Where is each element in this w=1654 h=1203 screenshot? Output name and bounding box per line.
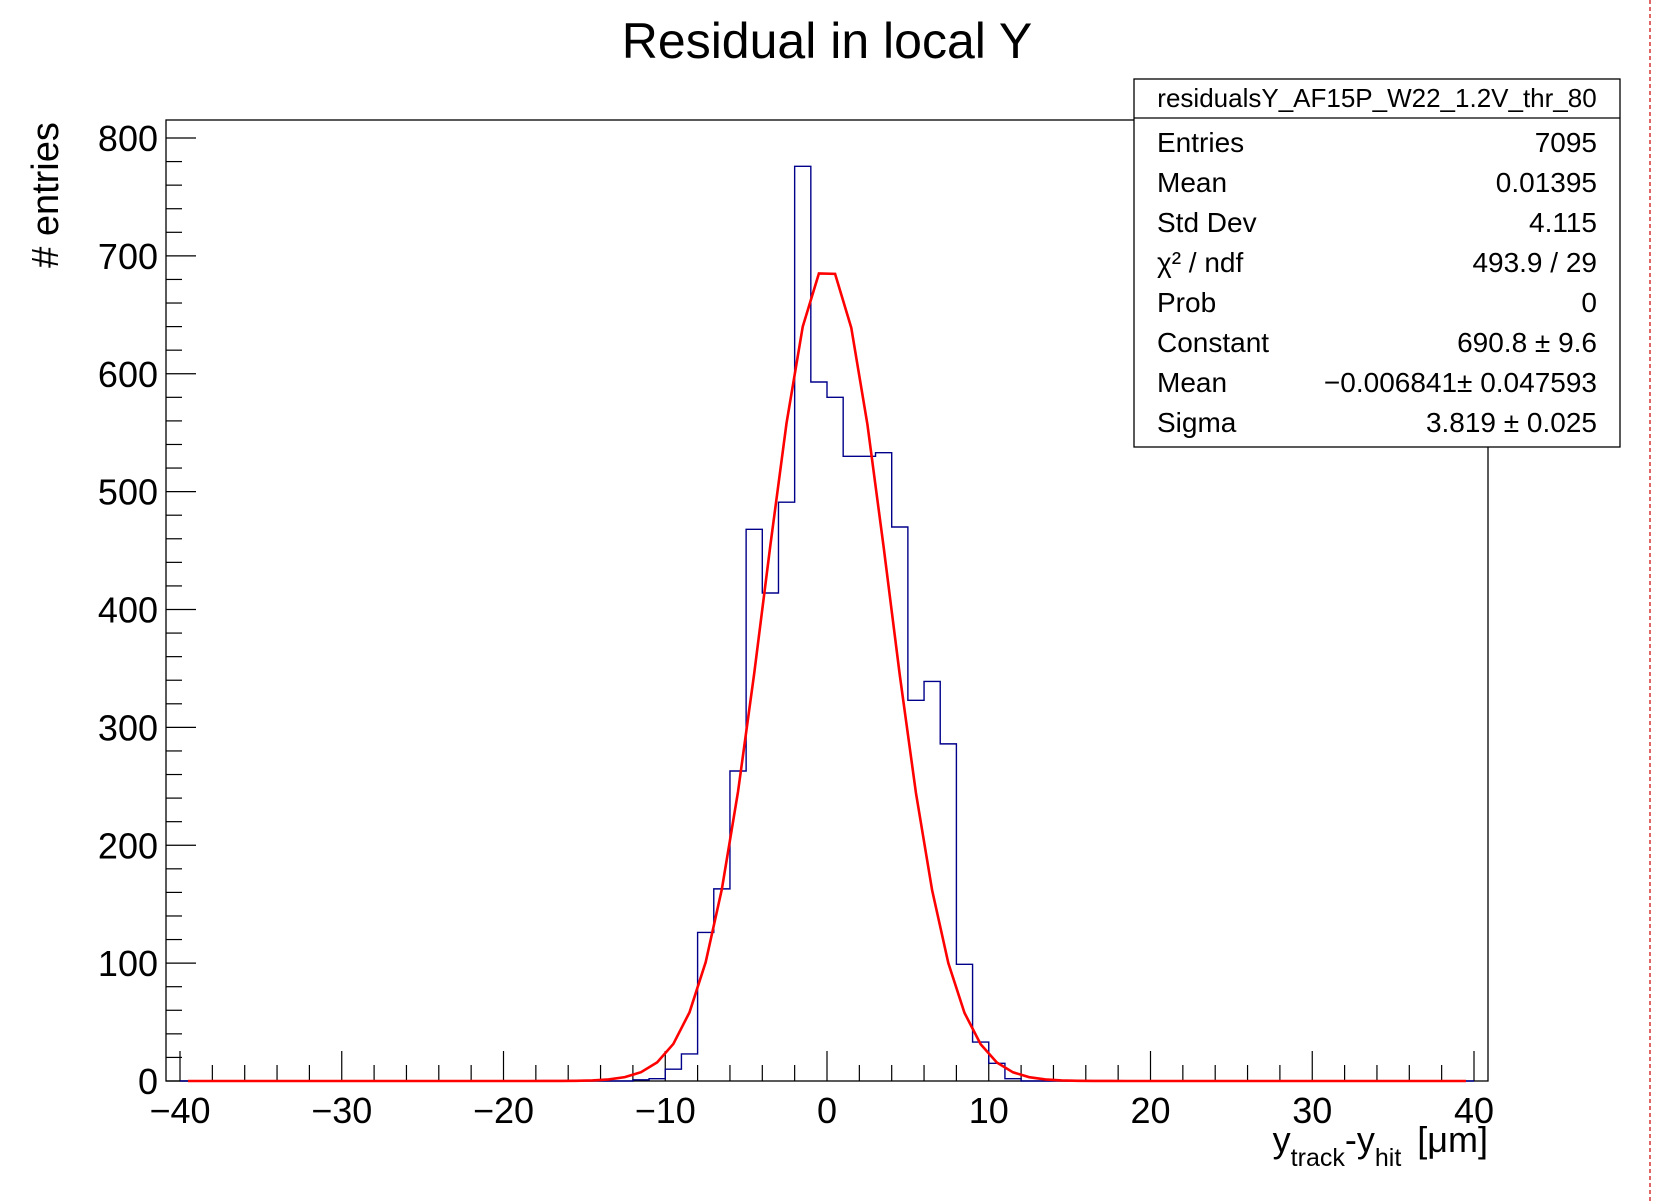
x-tick-label: 10 — [969, 1090, 1009, 1131]
stats-box: residualsY_AF15P_W22_1.2V_thr_80 Entries… — [1133, 78, 1621, 448]
stats-label: Prob — [1157, 287, 1216, 318]
y-tick-label: 100 — [98, 943, 158, 984]
chart-title: Residual in local Y — [622, 13, 1032, 69]
y-tick-label: 800 — [98, 118, 158, 159]
stats-label: Mean — [1157, 367, 1227, 398]
x-tick-label: 30 — [1292, 1090, 1332, 1131]
stats-value: 7095 — [1535, 127, 1597, 158]
stats-label: χ² / ndf — [1157, 247, 1244, 278]
y-tick-label: 0 — [138, 1061, 158, 1102]
stats-box-frame — [1133, 78, 1621, 448]
gaussian-fit-curve — [188, 272, 1466, 1083]
x-tick-label: −40 — [149, 1090, 210, 1131]
stats-value: −0.006841± 0.047593 — [1324, 367, 1597, 398]
stats-value: 0.01395 — [1496, 167, 1597, 198]
y-tick-label: 600 — [98, 354, 158, 395]
y-tick-label: 700 — [98, 236, 158, 277]
stats-value: 690.8 ± 9.6 — [1457, 327, 1597, 358]
x-tick-label: −30 — [311, 1090, 372, 1131]
stats-value: 4.115 — [1529, 207, 1597, 238]
y-axis-label: # entries — [25, 122, 67, 268]
x-axis-ticks: −40 −30 −20 −10 0 10 20 30 40 — [149, 1051, 1494, 1131]
stats-box-title: residualsY_AF15P_W22_1.2V_thr_80 — [1157, 83, 1596, 113]
x-tick-label: −20 — [473, 1090, 534, 1131]
stats-label: Sigma — [1157, 407, 1237, 438]
x-label-mid: -y — [1345, 1119, 1375, 1160]
x-tick-label: 40 — [1454, 1090, 1494, 1131]
stats-value: 0 — [1581, 287, 1597, 318]
x-label-unit: [μm] — [1417, 1119, 1488, 1160]
stats-label: Entries — [1157, 127, 1244, 158]
stats-value: 493.9 / 29 — [1472, 247, 1597, 278]
x-tick-label: 0 — [817, 1090, 837, 1131]
stats-label: Constant — [1157, 327, 1269, 358]
stats-rows: Entries 7095 Mean 0.01395 Std Dev 4.115 χ² / n… — [1157, 127, 1597, 438]
stats-value: 3.819 ± 0.025 — [1426, 407, 1597, 438]
y-tick-label: 500 — [98, 472, 158, 513]
stats-label: Mean — [1157, 167, 1227, 198]
y-tick-label: 400 — [98, 590, 158, 631]
x-label-sub1: track — [1291, 1144, 1346, 1172]
y-tick-label: 300 — [98, 707, 158, 748]
x-tick-label: −10 — [635, 1090, 696, 1131]
y-axis-ticks: 0 100 200 300 400 500 600 700 800 — [98, 118, 196, 1102]
x-axis-label: ytrack-yhit [μm] — [1273, 1119, 1488, 1172]
stats-label: Std Dev — [1157, 207, 1257, 238]
y-tick-label: 200 — [98, 825, 158, 866]
x-tick-label: 20 — [1130, 1090, 1170, 1131]
x-label-base1: y — [1273, 1119, 1291, 1160]
x-label-sub2: hit — [1375, 1144, 1401, 1172]
